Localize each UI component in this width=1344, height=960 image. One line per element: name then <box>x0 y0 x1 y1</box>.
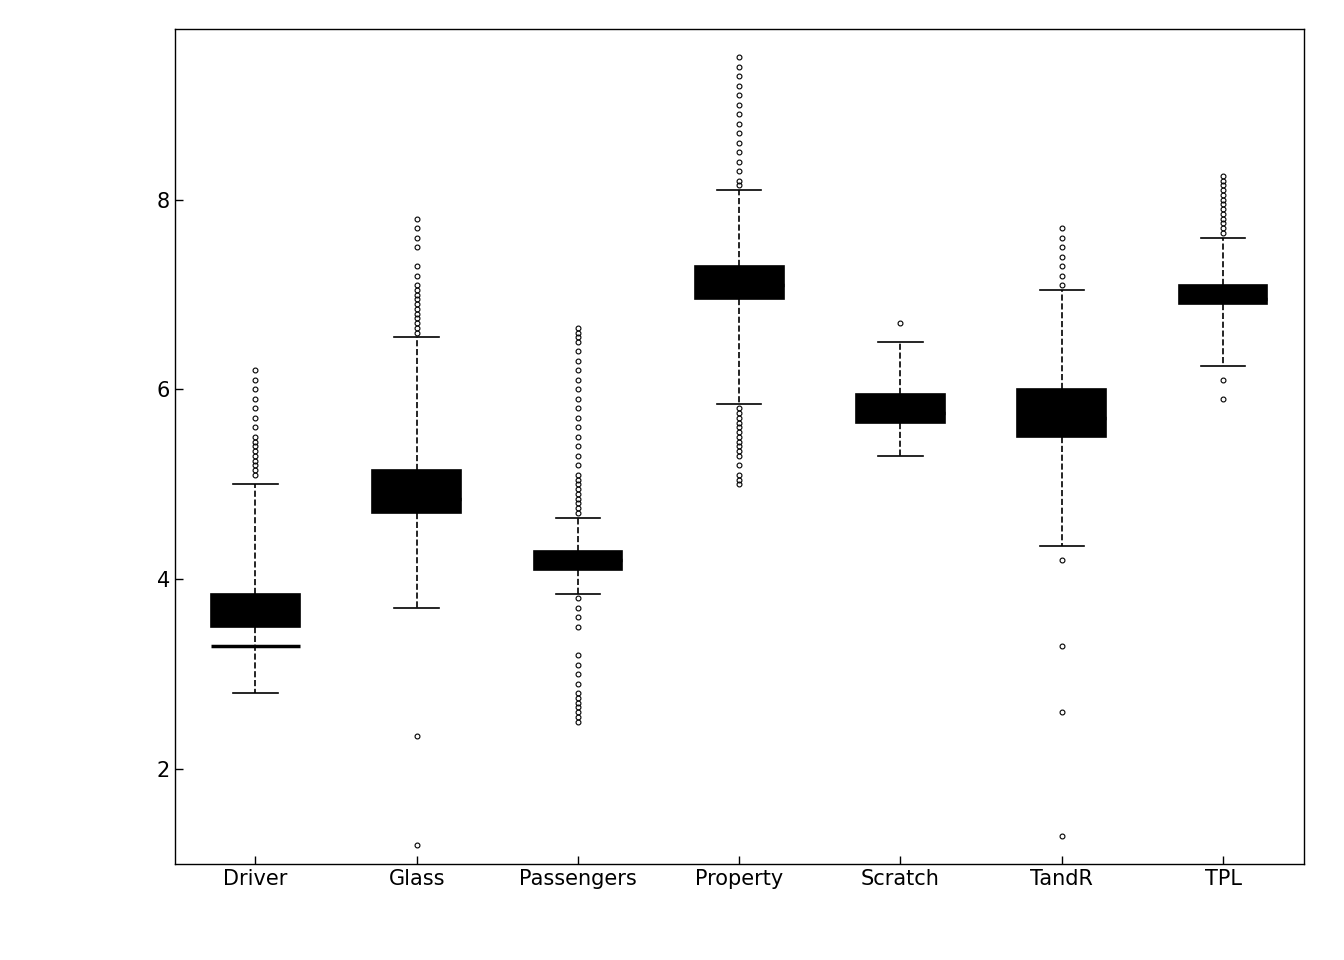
PathPatch shape <box>534 551 622 570</box>
PathPatch shape <box>856 395 945 422</box>
PathPatch shape <box>1179 285 1267 304</box>
PathPatch shape <box>372 470 461 513</box>
PathPatch shape <box>695 266 784 300</box>
PathPatch shape <box>211 593 300 627</box>
PathPatch shape <box>1017 390 1106 437</box>
